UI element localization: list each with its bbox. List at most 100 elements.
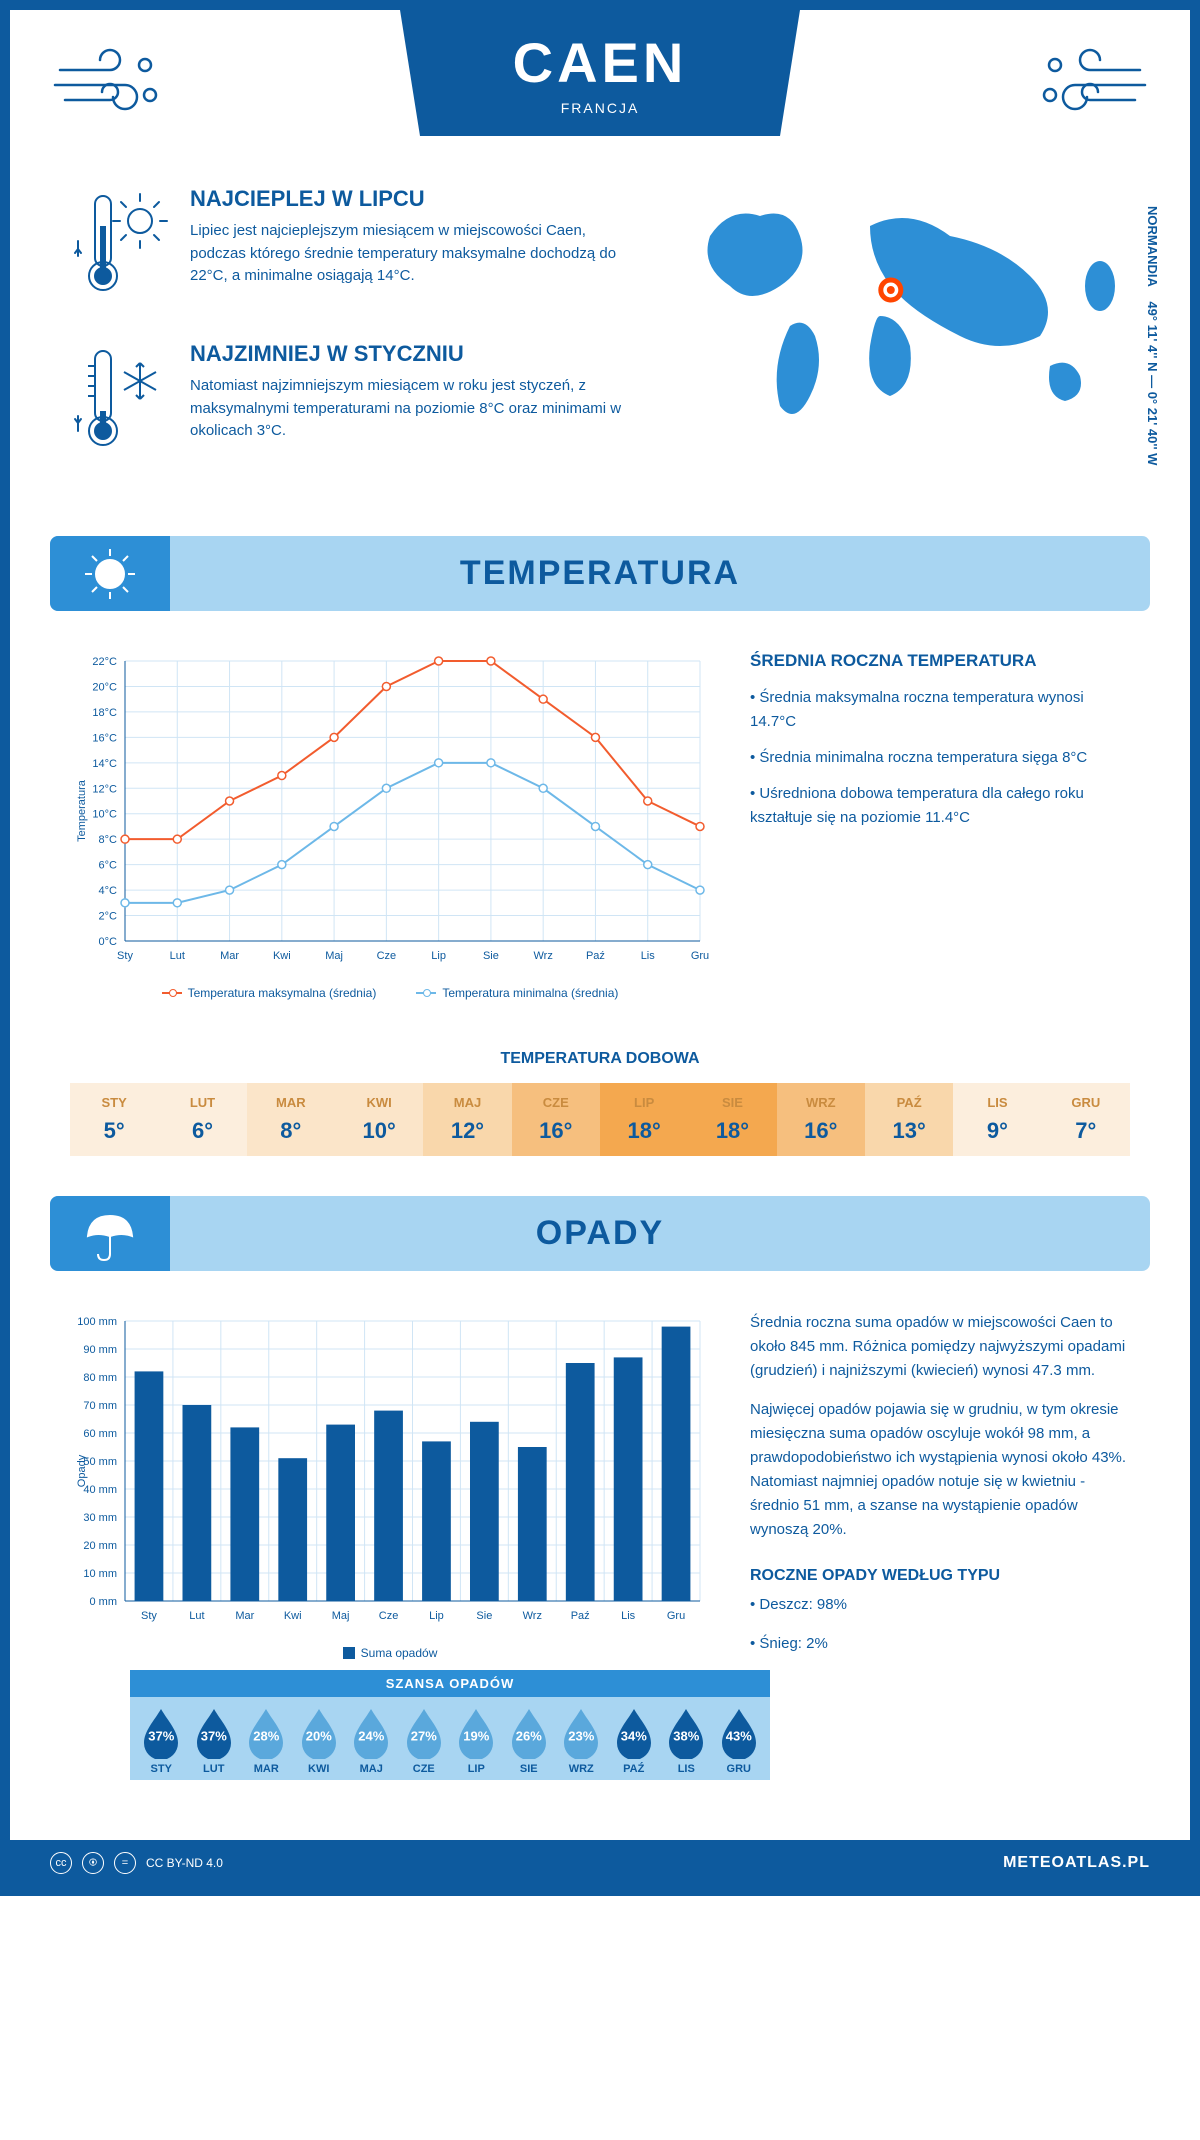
- svg-text:100 mm: 100 mm: [77, 1316, 117, 1328]
- drop-month: KWI: [293, 1763, 346, 1775]
- svg-text:6°C: 6°C: [99, 860, 118, 872]
- opady-type-bullet: • Śnieg: 2%: [750, 1632, 1130, 1656]
- intro-text: NAJCIEPLEJ W LIPCU Lipiec jest najcieple…: [70, 186, 630, 496]
- svg-text:Mar: Mar: [220, 950, 239, 962]
- daily-month: KWI: [339, 1095, 419, 1110]
- szansa-drop: 34% PAŹ: [608, 1707, 661, 1775]
- cold-block: NAJZIMNIEJ W STYCZNIU Natomiast najzimni…: [70, 341, 630, 466]
- by-icon: 🅯: [82, 1852, 104, 1874]
- legend-item: Temperatura minimalna (średnia): [416, 986, 618, 1000]
- country-name: FRANCJA: [460, 100, 740, 116]
- szansa: SZANSA OPADÓW 37% STY 37% LUT 28% MA: [130, 1670, 770, 1780]
- drop-percent: 24%: [358, 1728, 384, 1743]
- svg-text:0 mm: 0 mm: [90, 1596, 118, 1608]
- footer: cc 🅯 = CC BY-ND 4.0 METEOATLAS.PL: [10, 1840, 1190, 1886]
- svg-text:Maj: Maj: [325, 950, 343, 962]
- opady-type-title: ROCZNE OPADY WEDŁUG TYPU: [750, 1567, 1130, 1585]
- umbrella-icon: [50, 1196, 170, 1271]
- svg-text:2°C: 2°C: [99, 911, 118, 923]
- wind-icon: [1030, 40, 1150, 120]
- drop-month: MAR: [240, 1763, 293, 1775]
- nd-icon: =: [114, 1852, 136, 1874]
- svg-text:70 mm: 70 mm: [83, 1400, 117, 1412]
- temp-chart: 0°C2°C4°C6°C8°C10°C12°C14°C16°C18°C20°C2…: [70, 651, 710, 1000]
- opady-legend-label: Suma opadów: [361, 1646, 438, 1660]
- svg-text:Lip: Lip: [431, 950, 446, 962]
- svg-text:Wrz: Wrz: [534, 950, 553, 962]
- hot-block: NAJCIEPLEJ W LIPCU Lipiec jest najcieple…: [70, 186, 630, 311]
- drop-month: SIE: [503, 1763, 556, 1775]
- daily-value: 18°: [692, 1118, 772, 1144]
- svg-text:90 mm: 90 mm: [83, 1344, 117, 1356]
- svg-text:Cze: Cze: [379, 1610, 399, 1622]
- daily-table: STY 5° LUT 6° MAR 8° KWI 10° MAJ 12° CZE…: [70, 1083, 1130, 1156]
- daily-value: 10°: [339, 1118, 419, 1144]
- svg-text:Paź: Paź: [586, 950, 605, 962]
- daily-cell: KWI 10°: [335, 1083, 423, 1156]
- opady-chart: 0 mm10 mm20 mm30 mm40 mm50 mm60 mm70 mm8…: [70, 1311, 710, 1780]
- thermometer-hot-icon: [70, 186, 170, 311]
- sun-icon: [50, 536, 170, 611]
- svg-text:Temperatura: Temperatura: [76, 779, 88, 842]
- drop-month: LUT: [188, 1763, 241, 1775]
- daily-cell: PAŹ 13°: [865, 1083, 953, 1156]
- szansa-drop: 38% LIS: [660, 1707, 713, 1775]
- daily-title: TEMPERATURA DOBOWA: [10, 1050, 1190, 1068]
- szansa-drop: 37% LUT: [188, 1707, 241, 1775]
- svg-text:14°C: 14°C: [92, 758, 117, 770]
- szansa-title: SZANSA OPADÓW: [130, 1670, 770, 1697]
- svg-text:8°C: 8°C: [99, 834, 118, 846]
- svg-text:50 mm: 50 mm: [83, 1456, 117, 1468]
- svg-text:Sie: Sie: [476, 1610, 492, 1622]
- temp-info: ŚREDNIA ROCZNA TEMPERATURA • Średnia mak…: [750, 651, 1130, 1000]
- daily-value: 16°: [781, 1118, 861, 1144]
- daily-cell: LUT 6°: [158, 1083, 246, 1156]
- svg-text:Opady: Opady: [76, 1454, 88, 1487]
- daily-month: CZE: [516, 1095, 596, 1110]
- drop-month: LIP: [450, 1763, 503, 1775]
- szansa-drop: 23% WRZ: [555, 1707, 608, 1775]
- drop-percent: 27%: [411, 1728, 437, 1743]
- title-banner: CAEN FRANCJA: [400, 10, 800, 136]
- svg-text:22°C: 22°C: [92, 656, 117, 668]
- daily-value: 12°: [427, 1118, 507, 1144]
- drop-month: STY: [135, 1763, 188, 1775]
- daily-cell: MAR 8°: [247, 1083, 335, 1156]
- daily-value: 7°: [1046, 1118, 1126, 1144]
- svg-text:20 mm: 20 mm: [83, 1540, 117, 1552]
- daily-month: SIE: [692, 1095, 772, 1110]
- daily-value: 9°: [957, 1118, 1037, 1144]
- svg-text:Wrz: Wrz: [523, 1610, 542, 1622]
- drop-percent: 28%: [253, 1728, 279, 1743]
- coordinates: NORMANDIA 49° 11' 4'' N — 0° 21' 40'' W: [1145, 206, 1160, 465]
- daily-value: 18°: [604, 1118, 684, 1144]
- szansa-drop: 28% MAR: [240, 1707, 293, 1775]
- svg-text:Lut: Lut: [189, 1610, 204, 1622]
- drop-percent: 38%: [673, 1728, 699, 1743]
- svg-text:Cze: Cze: [377, 950, 397, 962]
- thermometer-cold-icon: [70, 341, 170, 466]
- cold-title: NAJZIMNIEJ W STYCZNIU: [190, 341, 630, 367]
- svg-text:18°C: 18°C: [92, 707, 117, 719]
- szansa-drop: 20% KWI: [293, 1707, 346, 1775]
- daily-month: LIS: [957, 1095, 1037, 1110]
- svg-text:10 mm: 10 mm: [83, 1568, 117, 1580]
- drop-month: WRZ: [555, 1763, 608, 1775]
- daily-cell: GRU 7°: [1042, 1083, 1130, 1156]
- hot-title: NAJCIEPLEJ W LIPCU: [190, 186, 630, 212]
- daily-cell: SIE 18°: [688, 1083, 776, 1156]
- legend-item: Temperatura maksymalna (średnia): [162, 986, 377, 1000]
- daily-month: PAŹ: [869, 1095, 949, 1110]
- opady-paragraph: Średnia roczna suma opadów w miejscowośc…: [750, 1311, 1130, 1383]
- drop-month: LIS: [660, 1763, 713, 1775]
- opady-paragraph: Najwięcej opadów pojawia się w grudniu, …: [750, 1398, 1130, 1542]
- svg-text:Mar: Mar: [235, 1610, 254, 1622]
- section-header-temperatura: TEMPERATURA: [50, 536, 1150, 611]
- svg-text:Lut: Lut: [170, 950, 185, 962]
- svg-text:Lis: Lis: [621, 1610, 636, 1622]
- svg-text:Maj: Maj: [332, 1610, 350, 1622]
- svg-text:20°C: 20°C: [92, 681, 117, 693]
- daily-month: MAJ: [427, 1095, 507, 1110]
- svg-text:10°C: 10°C: [92, 809, 117, 821]
- temp-info-title: ŚREDNIA ROCZNA TEMPERATURA: [750, 651, 1130, 671]
